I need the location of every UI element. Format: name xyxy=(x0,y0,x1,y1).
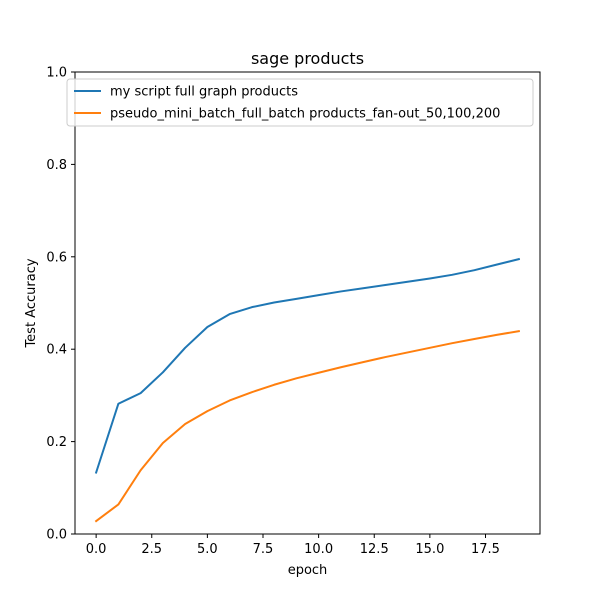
x-tick-label: 10.0 xyxy=(304,542,333,557)
x-tick-label: 12.5 xyxy=(360,542,389,557)
x-tick-label: 17.5 xyxy=(471,542,500,557)
legend: my script full graph products pseudo_min… xyxy=(66,78,534,127)
y-tick-label: 1.0 xyxy=(46,66,67,81)
series-layer xyxy=(94,257,521,523)
x-tick-label: 0.0 xyxy=(86,542,107,557)
chart-title: sage products xyxy=(251,49,364,68)
x-axis-ticks: 0.0 2.5 5.0 7.5 10.0 12.5 15.0 17.5 xyxy=(86,534,500,557)
y-axis-ticks: 0.0 0.2 0.4 0.6 0.8 1.0 xyxy=(46,66,75,543)
legend-label-series-2: pseudo_mini_batch_full_batch products_fa… xyxy=(110,107,500,122)
series-line-1 xyxy=(94,257,521,474)
legend-label-series-1: my script full graph products xyxy=(110,85,298,100)
x-tick-label: 7.5 xyxy=(253,542,274,557)
x-tick-label: 5.0 xyxy=(197,542,218,557)
axes-layer xyxy=(74,71,541,535)
y-tick-label: 0.2 xyxy=(46,435,67,450)
legend-frame xyxy=(66,78,534,127)
y-tick-label: 0.6 xyxy=(46,250,67,265)
x-axis-label: epoch xyxy=(288,563,328,578)
plot-frame xyxy=(74,71,541,535)
y-tick-label: 0.8 xyxy=(46,158,67,173)
series-line-2 xyxy=(94,330,521,523)
y-tick-label: 0.0 xyxy=(46,528,67,543)
x-tick-label: 2.5 xyxy=(141,542,162,557)
y-tick-label: 0.4 xyxy=(46,343,67,358)
x-tick-label: 15.0 xyxy=(415,542,444,557)
y-axis-label: Test Accuracy xyxy=(24,258,39,348)
